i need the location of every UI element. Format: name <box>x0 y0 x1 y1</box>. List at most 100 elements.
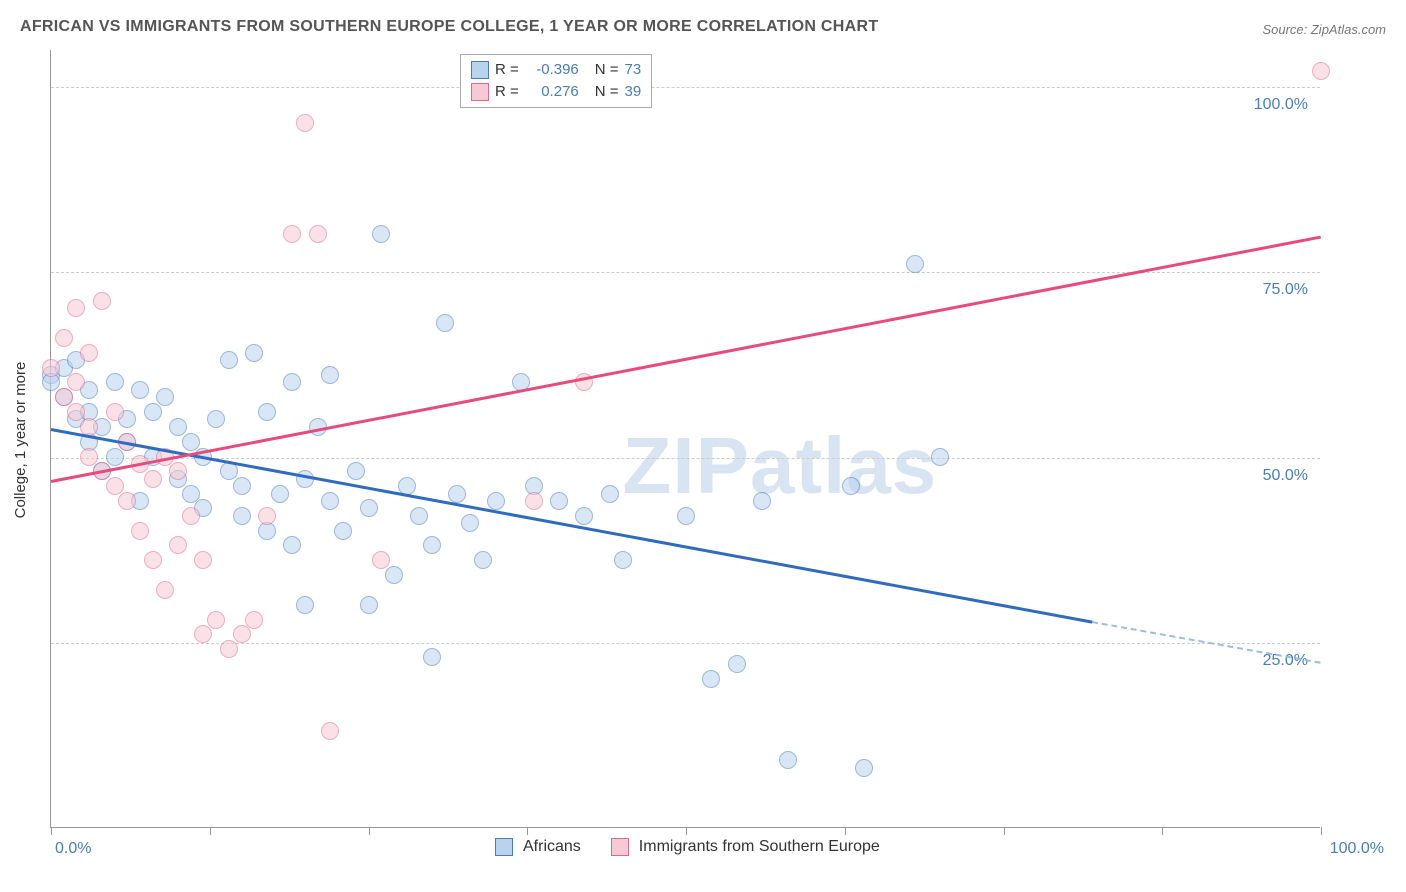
data-point <box>80 344 98 362</box>
chart-title: AFRICAN VS IMMIGRANTS FROM SOUTHERN EURO… <box>20 18 878 36</box>
data-point <box>118 492 136 510</box>
data-point <box>144 470 162 488</box>
x-tick <box>1162 827 1163 835</box>
data-point <box>448 485 466 503</box>
data-point <box>245 611 263 629</box>
data-point <box>55 388 73 406</box>
x-tick <box>210 827 211 835</box>
data-point <box>309 225 327 243</box>
data-point <box>321 722 339 740</box>
data-point <box>182 507 200 525</box>
data-point <box>601 485 619 503</box>
data-point <box>220 462 238 480</box>
data-point <box>194 625 212 643</box>
data-point <box>461 514 479 532</box>
x-tick <box>1004 827 1005 835</box>
data-point <box>207 611 225 629</box>
x-tick <box>527 827 528 835</box>
y-tick-label: 100.0% <box>1254 96 1308 114</box>
legend-row: R =0.276N =39 <box>471 81 641 103</box>
data-point <box>321 492 339 510</box>
data-point <box>436 314 454 332</box>
data-point <box>144 403 162 421</box>
data-point <box>575 507 593 525</box>
data-point <box>67 403 85 421</box>
data-point <box>182 433 200 451</box>
y-axis-label: College, 1 year or more <box>12 362 29 519</box>
data-point <box>233 507 251 525</box>
data-point <box>423 536 441 554</box>
data-point <box>169 462 187 480</box>
data-point <box>1312 62 1330 80</box>
data-point <box>55 329 73 347</box>
data-point <box>144 551 162 569</box>
series-legend: AfricansImmigrants from Southern Europe <box>495 838 900 856</box>
y-tick-label: 75.0% <box>1263 281 1308 299</box>
data-point <box>245 344 263 362</box>
data-point <box>131 381 149 399</box>
data-point <box>93 292 111 310</box>
data-point <box>271 485 289 503</box>
data-point <box>360 499 378 517</box>
legend-swatch <box>611 838 629 856</box>
data-point <box>106 477 124 495</box>
legend-n-value: 39 <box>625 81 642 103</box>
data-point <box>550 492 568 510</box>
x-axis-min-label: 0.0% <box>55 840 91 858</box>
data-point <box>728 655 746 673</box>
data-point <box>156 581 174 599</box>
data-point <box>233 625 251 643</box>
data-point <box>321 366 339 384</box>
legend-row: R =-0.396N =73 <box>471 59 641 81</box>
gridline <box>51 87 1320 88</box>
x-tick <box>845 827 846 835</box>
data-point <box>372 551 390 569</box>
data-point <box>80 448 98 466</box>
data-point <box>220 640 238 658</box>
legend-swatch <box>495 838 513 856</box>
data-point <box>385 566 403 584</box>
data-point <box>423 648 441 666</box>
legend-r-label: R = <box>495 59 519 81</box>
x-tick <box>686 827 687 835</box>
source-attribution: Source: ZipAtlas.com <box>1262 22 1386 37</box>
data-point <box>283 373 301 391</box>
legend-r-value: -0.396 <box>525 59 579 81</box>
data-point <box>842 477 860 495</box>
data-point <box>106 373 124 391</box>
data-point <box>855 759 873 777</box>
legend-swatch <box>471 61 489 79</box>
data-point <box>258 507 276 525</box>
data-point <box>296 114 314 132</box>
data-point <box>677 507 695 525</box>
data-point <box>169 418 187 436</box>
data-point <box>347 462 365 480</box>
data-point <box>487 492 505 510</box>
x-axis-max-label: 100.0% <box>1330 840 1384 858</box>
data-point <box>207 410 225 428</box>
data-point <box>296 596 314 614</box>
data-point <box>474 551 492 569</box>
data-point <box>169 536 187 554</box>
legend-r-value: 0.276 <box>525 81 579 103</box>
data-point <box>779 751 797 769</box>
data-point <box>194 551 212 569</box>
data-point <box>156 388 174 406</box>
watermark: ZIPatlas <box>623 420 938 512</box>
gridline <box>51 458 1320 459</box>
data-point <box>131 522 149 540</box>
x-tick <box>369 827 370 835</box>
data-point <box>702 670 720 688</box>
legend-label: Immigrants from Southern Europe <box>639 838 880 856</box>
legend-n-label: N = <box>595 81 619 103</box>
data-point <box>258 403 276 421</box>
data-point <box>360 596 378 614</box>
data-point <box>67 373 85 391</box>
data-point <box>67 299 85 317</box>
x-tick <box>51 827 52 835</box>
data-point <box>106 448 124 466</box>
x-tick <box>1321 827 1322 835</box>
data-point <box>931 448 949 466</box>
data-point <box>283 225 301 243</box>
correlation-legend: R =-0.396N =73R =0.276N =39 <box>460 54 652 108</box>
